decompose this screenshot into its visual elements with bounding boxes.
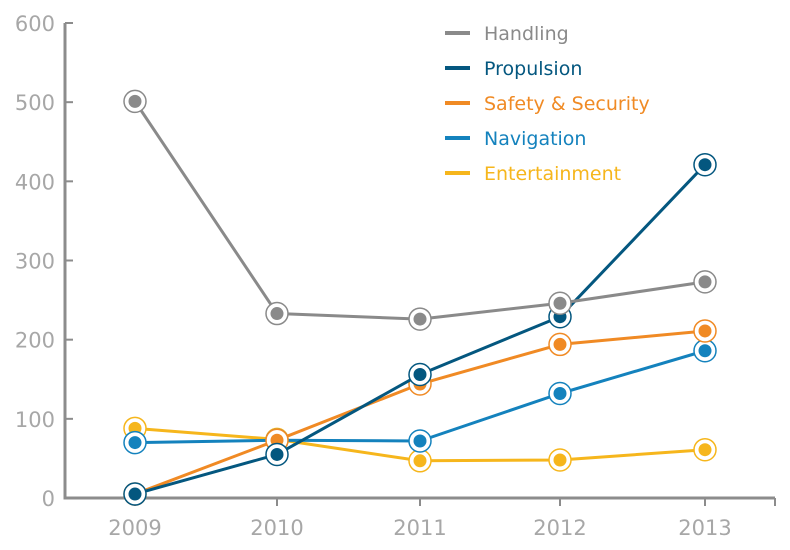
data-point-dot	[413, 312, 427, 326]
legend-item[interactable]: Handling	[445, 23, 569, 45]
legend-label: Navigation	[484, 128, 586, 150]
data-point-dot	[698, 275, 712, 289]
data-point[interactable]	[548, 332, 572, 357]
legend-label: Handling	[484, 23, 569, 45]
data-point-dot	[698, 443, 712, 457]
x-tick-label: 2012	[533, 516, 586, 540]
legend-item[interactable]: Navigation	[445, 128, 586, 150]
x-tick-label: 2009	[108, 516, 161, 540]
data-point[interactable]	[123, 482, 147, 506]
y-tick-label: 400	[15, 170, 55, 194]
data-point-dot	[413, 368, 427, 381]
legend-label: Safety & Security	[484, 93, 650, 115]
data-point-dot	[698, 324, 712, 338]
series-handling	[123, 89, 717, 331]
data-point[interactable]	[408, 449, 432, 473]
data-point-dot	[128, 94, 142, 108]
data-point-dot	[270, 447, 284, 461]
data-point[interactable]	[408, 307, 432, 331]
data-point-dot	[553, 296, 567, 310]
y-tick-label: 200	[15, 329, 55, 353]
data-point-dot	[270, 307, 284, 321]
data-point[interactable]	[548, 291, 572, 315]
axes: 0 100 200 300 400 500 600 2009 2010 2011 2012 2013	[15, 12, 776, 540]
data-point[interactable]	[548, 448, 572, 472]
data-point[interactable]	[548, 381, 572, 406]
data-point-dot	[698, 158, 712, 172]
data-point[interactable]	[693, 152, 717, 177]
data-point-dot	[413, 434, 427, 448]
data-point[interactable]	[693, 270, 717, 294]
data-point[interactable]	[265, 442, 289, 467]
y-tick-label: 600	[15, 12, 55, 36]
y-tick-label: 500	[15, 91, 55, 115]
data-point[interactable]	[693, 319, 717, 343]
data-point-dot	[128, 436, 142, 450]
series-line	[133, 99, 707, 321]
legend-item[interactable]: Propulsion	[445, 58, 582, 80]
legend-label: Entertainment	[484, 163, 621, 185]
data-point[interactable]	[123, 430, 147, 455]
data-point-dot	[553, 453, 567, 467]
legend-item[interactable]: Entertainment	[445, 163, 621, 185]
data-point-dot	[413, 454, 427, 468]
data-point[interactable]	[693, 339, 717, 363]
legend-item[interactable]: Safety & Security	[445, 93, 650, 115]
series-lines	[123, 89, 717, 506]
series-safety-security	[123, 319, 717, 506]
data-point-dot	[553, 337, 567, 351]
data-point[interactable]	[265, 301, 289, 326]
data-point-dot	[698, 344, 712, 358]
y-tick-label: 300	[15, 250, 55, 274]
x-tick-label: 2011	[393, 516, 446, 540]
y-tick-label: 100	[15, 408, 55, 432]
y-tick-label: 0	[42, 487, 55, 511]
data-point[interactable]	[408, 362, 432, 387]
data-point-dot	[553, 387, 567, 400]
data-point-dot	[128, 487, 142, 501]
x-tick-label: 2013	[678, 516, 731, 540]
x-tick-label: 2010	[250, 516, 303, 540]
data-point[interactable]	[693, 437, 717, 462]
legend: Handling Propulsion Safety & Security Navig…	[445, 23, 650, 185]
legend-label: Propulsion	[484, 58, 582, 80]
data-point[interactable]	[123, 89, 147, 114]
series-navigation	[123, 339, 717, 455]
data-point[interactable]	[408, 429, 432, 453]
